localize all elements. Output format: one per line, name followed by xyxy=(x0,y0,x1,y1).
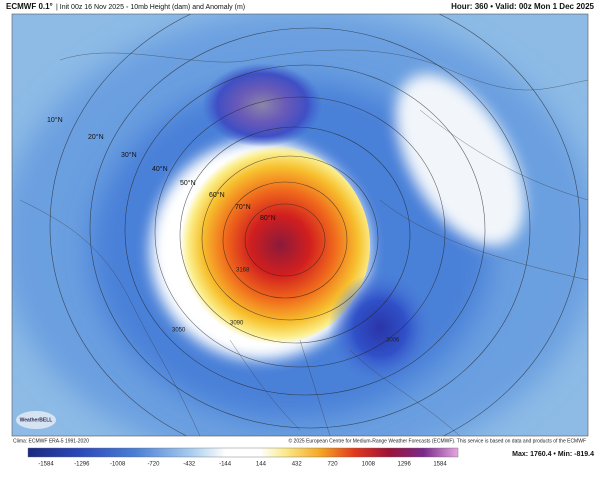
colorbar-tick-label: -144 xyxy=(219,462,232,468)
colorbar-tick-label: 720 xyxy=(328,462,339,468)
colorbar-ticks: -1584 -1296 -1008 -720 -432 -144 144 432 720 1008… xyxy=(38,462,447,468)
watermark-logo xyxy=(16,411,56,429)
copyright-note: © 2025 European Centre for Medium-Range … xyxy=(288,437,586,444)
cold-anomaly xyxy=(328,272,432,384)
contour-label: 3090 xyxy=(230,321,244,327)
coastlines xyxy=(19,49,588,436)
latitude-label: 80°N xyxy=(260,214,276,222)
cold-anomaly xyxy=(202,63,322,147)
latitude-label: 20°N xyxy=(88,133,104,141)
max-min-stats: Max: 1760.4 • Min: -819.4 xyxy=(512,451,594,458)
contour-label: 3168 xyxy=(236,268,250,274)
colorbar-tick-label: 144 xyxy=(256,462,267,468)
latitude-label: 70°N xyxy=(235,203,251,211)
contour-label: 3006 xyxy=(386,338,400,344)
latitude-label: 30°N xyxy=(121,151,137,159)
watermark: WeatherBELL xyxy=(20,417,53,423)
map-frame xyxy=(11,13,589,437)
warm-anomaly xyxy=(170,145,370,345)
model-name: ECMWF 0.1° xyxy=(6,2,53,11)
contour-label: 3050 xyxy=(172,328,186,334)
colorbar-tick-label: 1296 xyxy=(398,462,412,468)
latitude-label: 60°N xyxy=(209,191,225,199)
colorbar-tick-label: -1296 xyxy=(74,462,90,468)
climatology-note: Clima: ECMWF ERA-5 1991-2020 xyxy=(13,438,89,444)
valid-time: Hour: 360 • Valid: 00z Mon 1 Dec 2025 xyxy=(451,2,594,11)
colorbar-tick-label: -1008 xyxy=(110,462,126,468)
colorbar xyxy=(27,447,459,458)
latitude-label: 50°N xyxy=(180,179,196,187)
map-description: | Init 00z 16 Nov 2025 ◦ 10mb Height (da… xyxy=(56,4,245,11)
height-contours xyxy=(49,14,581,436)
colorbar-tick-label: 1008 xyxy=(362,462,376,468)
latitude-label: 40°N xyxy=(152,165,168,173)
colorbar-tick-label: -1584 xyxy=(38,462,54,468)
anomaly-band xyxy=(395,74,525,246)
colorbar-tick-label: 1584 xyxy=(433,462,447,468)
colorbar-tick-label: -720 xyxy=(147,462,160,468)
colorbar-tick-label: 432 xyxy=(292,462,303,468)
colorbar-tick-label: -432 xyxy=(183,462,196,468)
latitude-label: 10°N xyxy=(47,116,63,124)
